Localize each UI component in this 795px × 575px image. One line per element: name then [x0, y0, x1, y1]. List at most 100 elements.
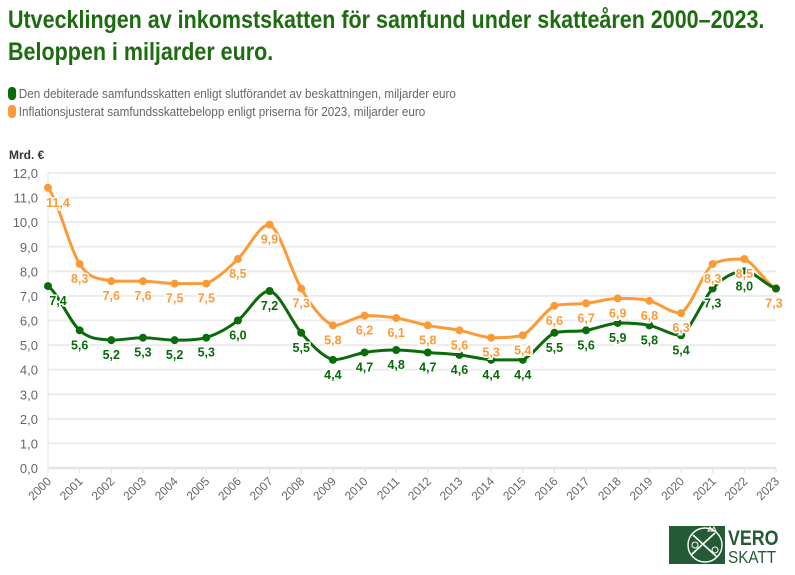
data-label: 5,8: [324, 333, 341, 347]
data-label: 6,0: [229, 329, 246, 343]
data-point: [202, 279, 211, 288]
data-label: 5,6: [451, 338, 468, 352]
data-label: 7,3: [704, 297, 721, 311]
data-label: 6,3: [672, 321, 689, 335]
y-axis-label: Mrd. €: [9, 148, 45, 162]
data-label: 4,4: [514, 368, 531, 382]
data-point: [740, 255, 749, 264]
series-line-inflation-adjusted: [46, 186, 777, 340]
data-label: 7,4: [49, 294, 66, 308]
data-point: [487, 333, 496, 342]
data-label: 4,7: [419, 360, 436, 374]
data-point: [423, 321, 432, 330]
data-point: [392, 314, 401, 323]
logo-vero: VERO: [728, 527, 779, 551]
legend-swatch-orange: [8, 105, 17, 118]
x-tick-label: 2010: [342, 474, 371, 503]
data-label: 5,3: [482, 346, 499, 360]
vero-skatt-logo: VERO SKATT: [669, 526, 779, 567]
series-points: [44, 183, 780, 364]
x-tick-label: 2023: [753, 474, 782, 503]
x-tick-label: 2021: [690, 474, 719, 503]
data-point: [518, 355, 527, 364]
data-point: [423, 348, 432, 357]
data-point: [233, 255, 242, 264]
data-point: [107, 336, 116, 345]
legend-item-debited-tax[interactable]: Den debiterade samfundsskatten enligt sl…: [8, 86, 456, 101]
data-label: 6,9: [609, 306, 626, 320]
data-point: [75, 259, 84, 268]
legend-label: Inflationsjusterat samfundsskattebelopp …: [18, 104, 426, 119]
data-point: [107, 277, 116, 286]
data-point: [550, 328, 559, 337]
data-point: [550, 301, 559, 310]
data-point: [392, 346, 401, 354]
data-label: 4,4: [482, 368, 499, 382]
y-tick-label: 1,0: [20, 436, 38, 451]
data-point: [455, 326, 464, 335]
data-label: 11,4: [46, 196, 70, 210]
x-tick-label: 2007: [247, 474, 276, 503]
data-point: [328, 321, 337, 330]
x-tick-label: 2022: [722, 474, 751, 503]
x-tick-label: 2002: [89, 474, 118, 503]
data-point: [455, 350, 464, 359]
data-label: 6,2: [356, 324, 373, 338]
line-chart: Mrd. € 0,0 1,0 2,0 3,0 4,0 5,0 6,0 7,0 8,0 9,0 10,…: [9, 148, 784, 503]
y-axis-ticks: 0,0 1,0 2,0 3,0 4,0 5,0 6,0 7,0 8,0 9,0 10,0 11,0 12…: [13, 166, 38, 476]
data-label: 7,3: [765, 297, 782, 311]
x-tick-label: 2012: [405, 474, 434, 503]
x-tick-label: 2004: [152, 474, 181, 503]
x-tick-label: 2019: [627, 474, 656, 503]
data-label: 5,5: [546, 341, 563, 355]
data-point: [582, 299, 591, 308]
x-tick-label: 2003: [120, 474, 149, 503]
data-point: [360, 311, 369, 320]
x-tick-label: 2000: [25, 474, 54, 503]
x-tick-label: 2013: [437, 474, 466, 503]
data-point: [328, 355, 337, 364]
data-point: [138, 277, 147, 286]
data-label: 5,5: [293, 341, 310, 355]
data-label: 4,7: [356, 360, 373, 374]
x-tick-label: 2018: [595, 474, 624, 503]
data-point: [44, 282, 52, 291]
x-tick-label: 2014: [468, 474, 497, 503]
y-tick-label: 3,0: [20, 387, 38, 402]
data-point: [44, 183, 52, 192]
data-point: [233, 316, 242, 325]
data-point: [138, 333, 147, 342]
data-label: 8,5: [736, 267, 753, 281]
data-point: [613, 294, 622, 303]
data-point: [772, 284, 780, 293]
y-tick-label: 5,0: [20, 338, 38, 353]
data-label: 8,5: [229, 267, 246, 281]
y-tick-label: 0,0: [20, 461, 38, 476]
data-point: [518, 331, 527, 340]
data-point: [708, 284, 717, 293]
data-point: [202, 333, 211, 342]
x-tick-label: 2016: [532, 474, 561, 503]
x-axis-ticks: 2000 2001 2002 2003 2004 2005 2006 2007 2008 2009…: [25, 468, 782, 503]
y-tick-label: 2,0: [20, 412, 38, 427]
series-line-debited-tax: [46, 269, 777, 362]
data-label: 6,1: [387, 326, 404, 340]
x-tick-label: 2008: [279, 474, 308, 503]
data-label: 4,4: [324, 368, 341, 382]
y-tick-label: 8,0: [20, 264, 38, 279]
legend-swatch-green: [8, 87, 17, 100]
data-point: [613, 318, 622, 327]
data-label: 5,3: [198, 346, 215, 360]
chart-title: Utvecklingen av inkomstskatten för samfu…: [8, 6, 765, 66]
data-label: 7,6: [134, 289, 151, 303]
data-label: 6,7: [577, 311, 594, 325]
data-point: [677, 309, 686, 318]
data-label: 5,6: [577, 338, 594, 352]
gridlines: [47, 172, 776, 470]
x-tick-label: 2005: [184, 474, 213, 503]
legend-item-inflation-adjusted[interactable]: Inflationsjusterat samfundsskattebelopp …: [8, 104, 425, 119]
y-tick-label: 7,0: [20, 289, 38, 304]
data-point: [265, 287, 274, 295]
x-tick-label: 2001: [57, 474, 86, 503]
data-label: 6,6: [546, 314, 563, 328]
